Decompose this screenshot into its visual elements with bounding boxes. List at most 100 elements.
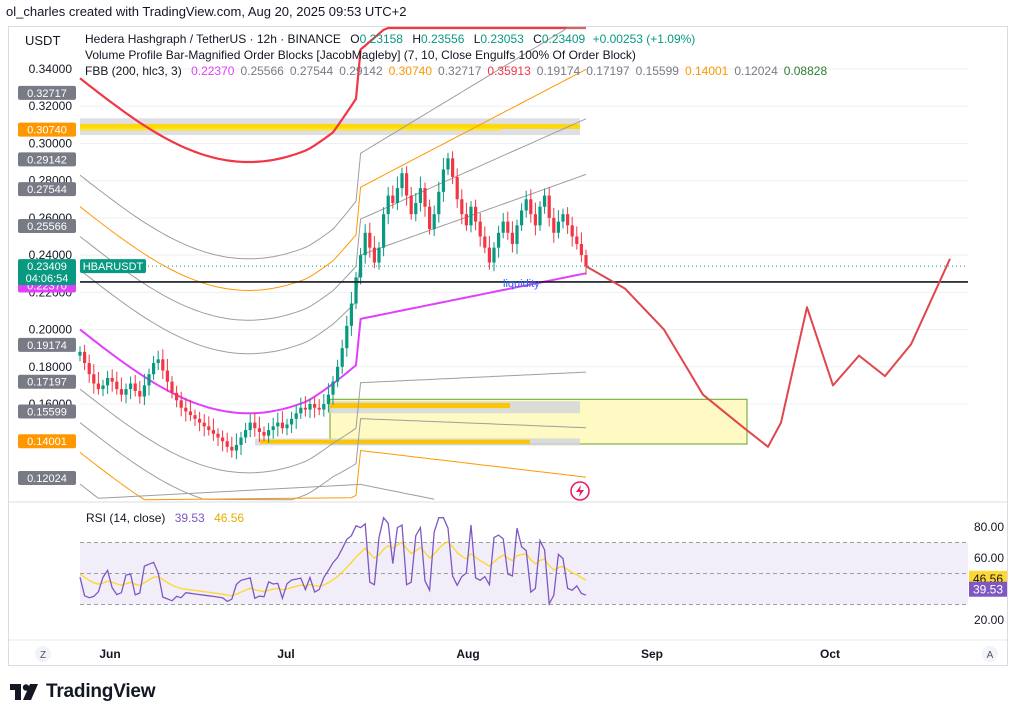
- tradingview-logo[interactable]: TradingView: [10, 681, 156, 703]
- price-tag-label: 0.27544: [27, 184, 67, 196]
- candle-body: [492, 247, 496, 263]
- rsi-tick-label: 20.00: [974, 613, 1004, 627]
- fbb-band-upper-3: [79, 27, 586, 260]
- price-tag-label: 0.30740: [27, 125, 67, 137]
- resistance-volume-bar: [80, 127, 500, 131]
- candle-body: [326, 394, 330, 404]
- candle-body: [106, 377, 110, 386]
- rsi-legend[interactable]: RSI (14, close) 39.53 46.56: [86, 511, 244, 525]
- candle-body: [354, 277, 358, 304]
- rsi-label: RSI (14, close): [86, 511, 165, 525]
- time-label: Jun: [99, 647, 120, 661]
- price-tick-label: 0.18000: [29, 360, 73, 374]
- resistance-volume-bar: [80, 123, 580, 129]
- indicator-fbb[interactable]: FBB (200, hlc3, 3) 0.22370 0.25566 0.27544…: [85, 64, 827, 78]
- symbol-tag: [80, 259, 146, 274]
- ohlc-low: 0.23053: [480, 32, 524, 46]
- ohlc-change: +0.00253 (+1.09%): [593, 32, 696, 46]
- ohlc-close: 0.23409: [542, 32, 586, 46]
- candle-body: [515, 225, 519, 244]
- ohlc-high: 0.23556: [421, 32, 465, 46]
- candle-body: [455, 176, 459, 200]
- fbb-band-lower-3: [79, 483, 435, 500]
- candle-body: [101, 385, 105, 390]
- candle-body: [464, 214, 468, 226]
- candle-body: [579, 243, 583, 256]
- price-tag-label: 0.29142: [27, 154, 67, 166]
- candle-body: [566, 214, 570, 226]
- candle-body: [280, 422, 284, 429]
- price-tag-label: 0.15599: [27, 406, 67, 418]
- candle-body: [524, 199, 528, 211]
- fbb-value: 0.25566: [240, 64, 284, 78]
- candle-body: [152, 363, 156, 375]
- candle-body: [382, 214, 386, 248]
- order-block-zones: [80, 118, 748, 446]
- candle-body: [165, 370, 169, 382]
- brand-name: TradingView: [46, 681, 156, 702]
- projection-path: [585, 258, 951, 448]
- time-axis: Jun Jul Aug Sep Oct: [99, 647, 840, 661]
- fbb-band-lower-1: [79, 371, 587, 474]
- candle-body: [221, 437, 225, 442]
- rsi-value-tag: [969, 581, 1007, 597]
- candle-body: [418, 188, 422, 203]
- candle-body: [313, 404, 317, 408]
- lightning-icon[interactable]: [570, 481, 590, 501]
- candle-body: [561, 214, 565, 222]
- rsi-value-tag-label: 39.53: [973, 583, 1003, 597]
- grid-layer: [9, 68, 1007, 641]
- candle-body: [432, 214, 436, 230]
- candle-body: [441, 169, 445, 192]
- liquidity-label: liquidity: [503, 278, 540, 290]
- candle-body: [271, 426, 275, 431]
- price-tick-label: 0.32000: [29, 99, 73, 113]
- candle-body: [547, 195, 551, 218]
- fbb-value: 0.12024: [734, 64, 778, 78]
- candle-body: [207, 426, 211, 431]
- candle-body: [248, 422, 252, 431]
- candle-body: [308, 404, 312, 410]
- price-axis: 0.340000.320000.300000.280000.260000.240…: [18, 62, 146, 485]
- symbol-title[interactable]: Hedera Hashgraph / TetherUS · 12h · BINA…: [85, 32, 695, 46]
- fbb-value: 0.29142: [339, 64, 383, 78]
- candle-body: [414, 203, 418, 215]
- price-tick-label: 0.30000: [29, 136, 73, 150]
- candle-body: [225, 441, 229, 447]
- indicator-orderblocks[interactable]: Volume Profile Bar-Magnified Order Block…: [85, 48, 636, 62]
- fbb-band-upper-1: [79, 173, 587, 355]
- candle-body: [575, 236, 579, 244]
- candle-body: [267, 430, 271, 436]
- candle-body: [331, 381, 335, 395]
- candle-body: [451, 158, 455, 177]
- auto-scale-button[interactable]: Z: [35, 646, 51, 662]
- candle-body: [303, 407, 307, 410]
- candle-body: [529, 199, 533, 215]
- last-price-tag: [18, 259, 76, 286]
- candle-body: [285, 424, 289, 429]
- fbb-value: 0.15599: [636, 64, 680, 78]
- candle-body: [501, 221, 505, 233]
- candle-body: [156, 359, 160, 364]
- candle-body: [317, 407, 321, 410]
- candle-body: [211, 430, 215, 434]
- fbb-band-lower-orange: [79, 449, 587, 501]
- candle-body: [377, 247, 381, 263]
- candle-body: [474, 206, 478, 222]
- auto-fit-button[interactable]: A: [982, 646, 998, 662]
- candle-body: [584, 255, 588, 267]
- candlestick-series: [78, 151, 588, 460]
- candle-body: [262, 431, 266, 436]
- candle-body: [142, 385, 146, 397]
- candle-body: [487, 247, 491, 263]
- candle-body: [533, 214, 537, 226]
- price-tag: [18, 182, 76, 197]
- fbb-label: FBB (200, hlc3, 3): [85, 64, 182, 78]
- candle-body: [446, 158, 450, 170]
- price-tag: [18, 122, 76, 137]
- candle-body: [469, 206, 473, 226]
- candle-body: [409, 195, 413, 215]
- candle-body: [161, 359, 165, 371]
